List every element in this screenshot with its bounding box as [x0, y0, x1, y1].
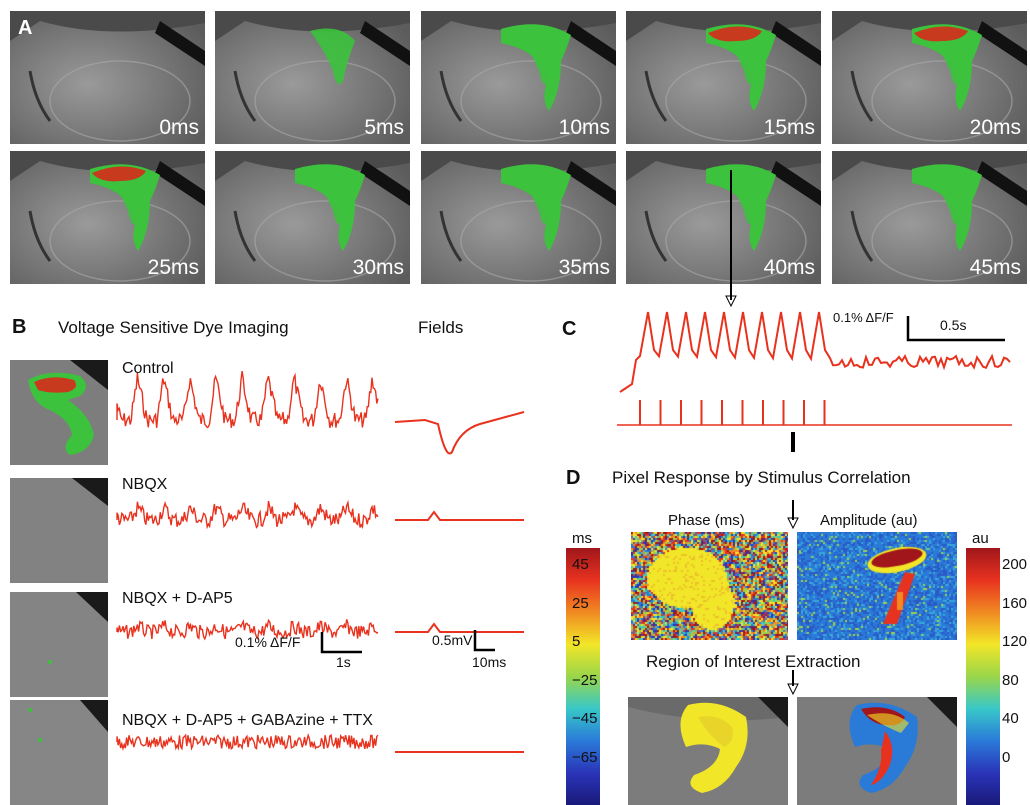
- roi-phase-image: [628, 697, 788, 805]
- phase-tick: 25: [572, 594, 589, 612]
- frame-time-label: 10ms: [558, 116, 610, 139]
- amplitude-title: Amplitude (au): [820, 512, 918, 529]
- trace-all: [116, 732, 379, 752]
- panel-d-title: Pixel Response by Stimulus Correlation: [612, 468, 911, 487]
- frame-9: 45ms: [832, 151, 1027, 284]
- c-scale-time: 0.5s: [940, 317, 967, 333]
- phase-colorbar: [566, 548, 600, 805]
- panel-a-letter: A: [18, 17, 33, 39]
- phase-title: Phase (ms): [668, 512, 745, 529]
- condition-all-label: NBQX + D-AP5 + GABAzine + TTX: [122, 712, 373, 729]
- amp-tick: 40: [1002, 710, 1019, 727]
- frame-7: 35ms: [421, 151, 616, 284]
- panel-b-title: Voltage Sensitive Dye Imaging: [58, 318, 289, 337]
- roi-title: Region of Interest Extraction: [646, 652, 861, 671]
- phase-tick: −65: [572, 748, 598, 766]
- condition-nbqx-dap5-label: NBQX + D-AP5: [122, 590, 233, 607]
- frame-time-label: 45ms: [969, 256, 1021, 279]
- frame-1: 5ms: [215, 11, 410, 144]
- field-scale-label: 0.5mV: [432, 632, 473, 648]
- amplitude-colorbar: [966, 548, 1000, 805]
- frame-3: 15ms: [626, 11, 821, 144]
- amplitude-map: [797, 532, 957, 640]
- phase-tick: −45: [572, 710, 598, 727]
- amp-tick: 120: [1002, 633, 1028, 650]
- frame-2: 10ms: [421, 11, 616, 144]
- roi-amplitude-image: [797, 697, 957, 805]
- frame-time-label: 30ms: [352, 256, 404, 279]
- arrow-d1-head: [787, 517, 799, 530]
- c-scale-label: 0.1% ΔF/F: [833, 310, 894, 325]
- amp-tick: 80: [1002, 671, 1019, 689]
- panel-b-letter: B: [12, 316, 27, 338]
- amp-tick: 160: [1002, 594, 1028, 612]
- arrow-a-to-c-head: [725, 295, 737, 308]
- trace-nbqx-dap5: [116, 618, 379, 641]
- field-nbqx-dap5: [395, 622, 524, 633]
- frame-time-label: 0ms: [159, 116, 199, 139]
- frame-8: 40ms: [626, 151, 821, 284]
- vsd-scale-time: 1s: [336, 654, 351, 670]
- amp-tick: 0: [1002, 748, 1011, 766]
- frame-time-label: 40ms: [763, 256, 815, 279]
- amp-tick: 200: [1002, 556, 1028, 573]
- frame-6: 30ms: [215, 151, 410, 284]
- arrow-d2-head: [787, 683, 799, 696]
- frame-time-label: 15ms: [763, 116, 815, 139]
- field-control: [394, 411, 525, 455]
- frame-0: 0ms A: [10, 11, 205, 144]
- phase-tick: −25: [572, 671, 598, 689]
- frame-time-label: 5ms: [364, 116, 404, 139]
- thumb-nbqx: [10, 478, 108, 583]
- trace-nbqx: [116, 499, 379, 530]
- thumb-control: [10, 360, 108, 465]
- condition-nbqx-label: NBQX: [122, 476, 168, 493]
- phase-unit: ms: [572, 530, 592, 547]
- condition-control-label: Control: [122, 360, 174, 377]
- panel-c-letter: C: [562, 318, 577, 340]
- frame-time-label: 35ms: [558, 256, 610, 279]
- frame-time-label: 25ms: [147, 256, 199, 279]
- c-trace: [619, 311, 1011, 393]
- frame-5: 25ms: [10, 151, 205, 284]
- c-scale-bar: [906, 316, 1005, 342]
- vsd-scale-bar: [320, 632, 362, 654]
- amp-unit: au: [972, 530, 989, 547]
- phase-tick: 45: [572, 556, 589, 573]
- phase-map: [631, 532, 788, 640]
- frame-time-label: 20ms: [969, 116, 1021, 139]
- frame-4: 20ms: [832, 11, 1027, 144]
- phase-tick: 5: [572, 633, 581, 650]
- thumb-nbqx-dap5-gabazine-ttx: [10, 700, 108, 805]
- thumb-nbqx-dap5: [10, 592, 108, 697]
- vsd-scale-label: 0.1% ΔF/F: [235, 634, 301, 650]
- trace-control: [116, 370, 379, 429]
- fields-title: Fields: [418, 318, 464, 337]
- panel-d-letter: D: [566, 467, 581, 489]
- field-nbqx: [395, 510, 524, 521]
- field-scale-bar: [473, 630, 495, 652]
- field-scale-time: 10ms: [472, 654, 507, 670]
